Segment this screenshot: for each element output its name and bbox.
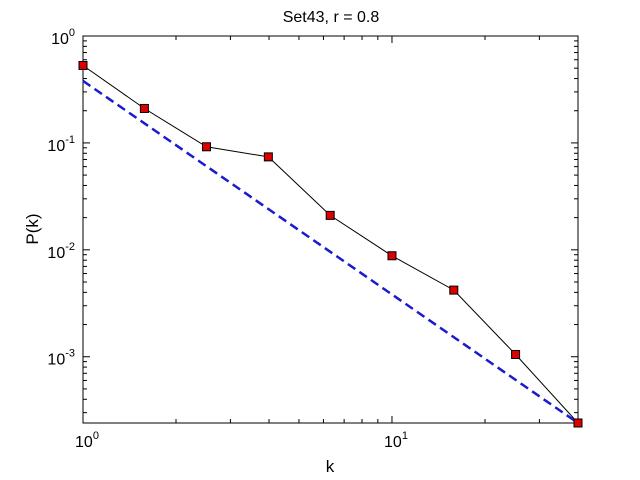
- tick-labels: 100 101 100 10-1 10-2 10-3: [47, 27, 408, 451]
- data-point: [201, 142, 211, 152]
- series-line-1: [82, 79, 579, 425]
- data-point: [387, 251, 397, 261]
- data-point: [263, 152, 273, 162]
- x-axis-label: k: [326, 457, 335, 476]
- data-point: [325, 210, 335, 220]
- y-tick-label: 100: [51, 27, 75, 48]
- x-tick-label: 101: [384, 430, 408, 451]
- data-point: [511, 349, 521, 359]
- y-axis-label: P(k): [23, 213, 42, 244]
- chart-title: Set43, r = 0.8: [283, 9, 380, 26]
- data-point: [573, 418, 583, 428]
- y-tick-label: 10-1: [47, 134, 75, 155]
- data-point: [78, 60, 88, 70]
- data-point: [449, 285, 459, 295]
- series-group: [78, 60, 583, 428]
- axis-ticks: [82, 35, 579, 423]
- plot-area: [82, 35, 579, 424]
- y-tick-label: 10-2: [47, 241, 75, 262]
- data-point: [139, 103, 149, 113]
- x-tick-label: 100: [75, 430, 99, 451]
- y-tick-label: 10-3: [47, 348, 75, 369]
